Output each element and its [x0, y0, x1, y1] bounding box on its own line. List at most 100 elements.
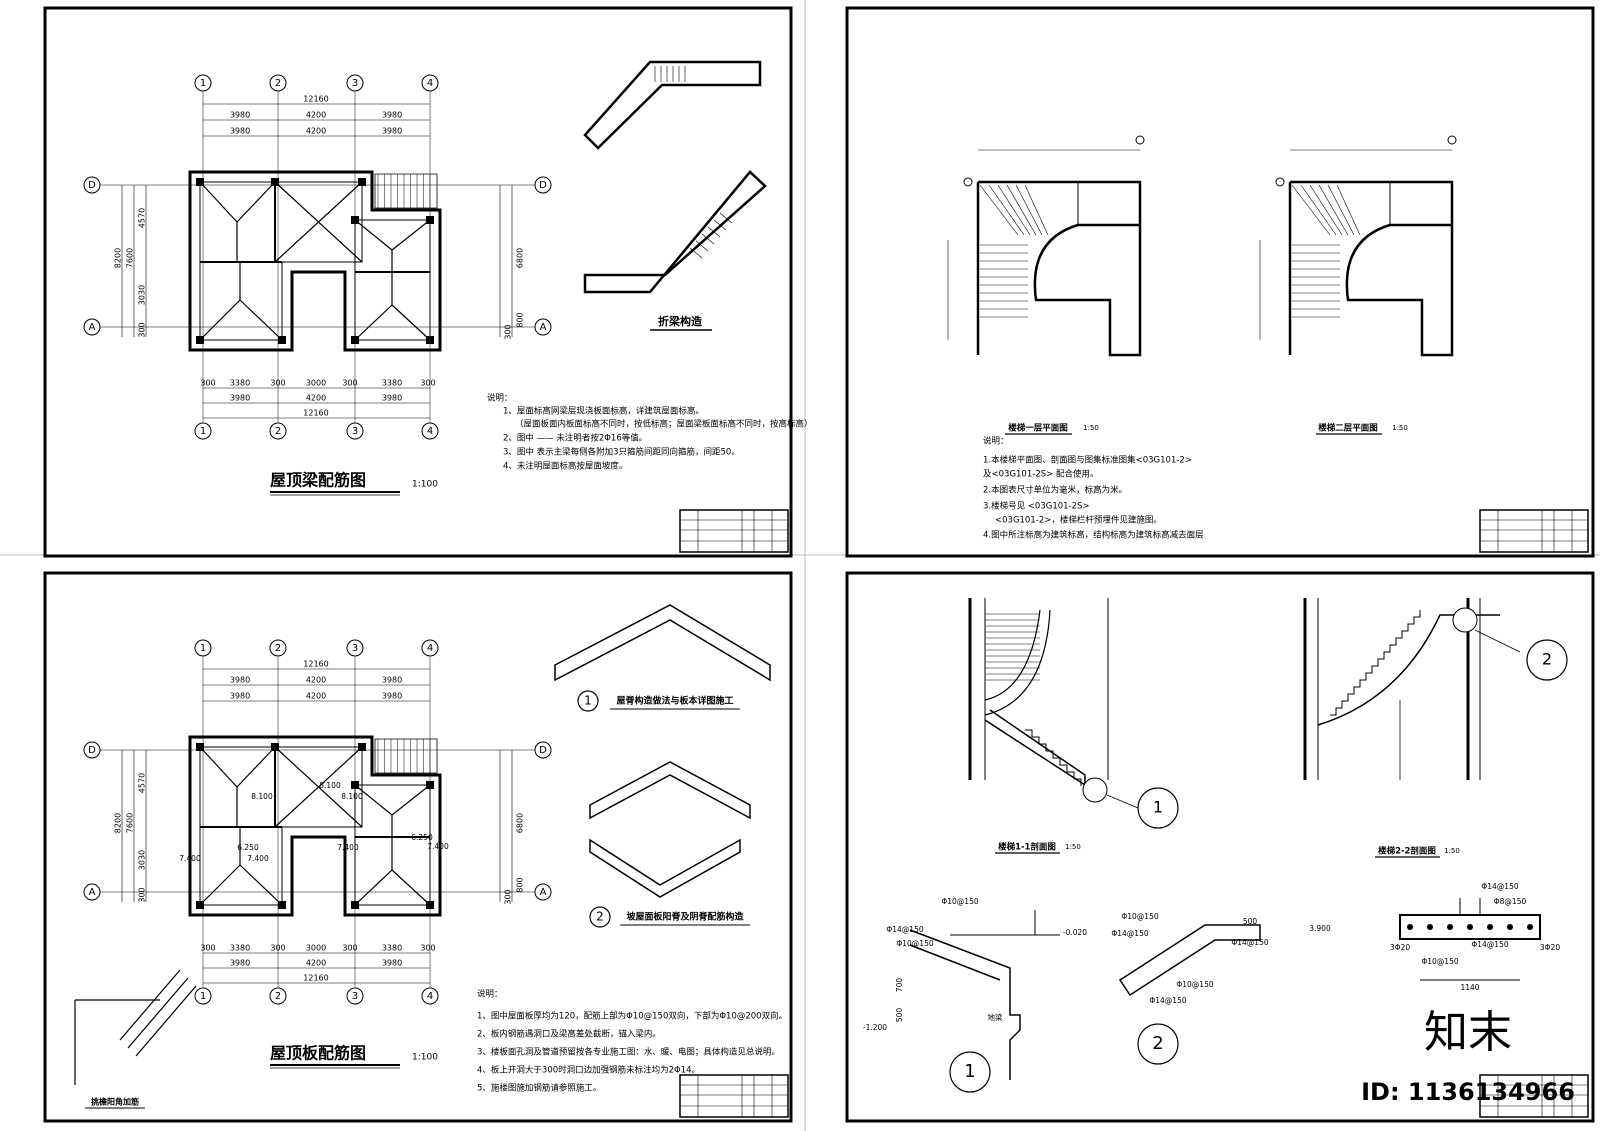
note-line: 及<03G101-2S> 配合使用。	[983, 469, 1098, 480]
axis-label: A	[540, 887, 547, 898]
slab-level: 7.400	[179, 854, 201, 863]
stair-tread	[1309, 184, 1343, 236]
axis-bubble	[83, 741, 101, 759]
stair-tread	[1327, 184, 1355, 236]
stair-tread	[997, 184, 1031, 236]
dimension-text: 7600	[126, 813, 135, 833]
panel-frame	[43, 571, 793, 1123]
detail-callout	[1137, 1023, 1179, 1065]
axis-bubble	[83, 176, 101, 194]
stirrup	[689, 247, 703, 259]
note-line: 1、屋面标高网梁层现浇板面标高，详建筑屋面标高。	[503, 406, 704, 417]
detail-marker	[1082, 777, 1108, 803]
dimension-text: 3000	[306, 379, 326, 388]
ridge-line	[354, 304, 393, 341]
dimension-text: 8200	[114, 248, 123, 268]
dimension-text: 300	[420, 944, 435, 953]
dimension-text: 300	[200, 944, 215, 953]
stair-support	[1317, 700, 1401, 780]
ridge-line	[391, 784, 431, 816]
dimension-text: 6800	[516, 248, 525, 268]
drawing-title: 楼梯2-2剖面图	[1378, 846, 1436, 857]
detail-beam	[583, 170, 767, 294]
ridge-line	[239, 299, 283, 341]
stair-tread	[1006, 184, 1037, 236]
drawing-title: 屋顶板配筋图	[270, 1044, 366, 1063]
note-line: 4.图中所注标高为建筑标高，结构标高为建筑标高减去面层	[983, 530, 1204, 541]
stair-tread	[988, 184, 1025, 236]
slab-level: 7.400	[247, 854, 269, 863]
detail-label: Φ8@150	[1494, 897, 1527, 906]
dimension-text: 300	[138, 322, 147, 337]
panel-frame	[845, 571, 1595, 1123]
detail-label: -1.200	[863, 1023, 887, 1032]
stair-tread	[979, 184, 1019, 236]
detail-label: Φ14@150	[1481, 882, 1518, 891]
dimension-text: 3980	[230, 676, 250, 685]
column	[351, 336, 359, 344]
axis-bubble	[963, 177, 973, 187]
ridge-line	[236, 746, 276, 788]
column	[426, 901, 434, 909]
drawing-scale: 1:50	[1065, 843, 1081, 851]
axis-bubble	[83, 883, 101, 901]
note-line: 说明：	[477, 989, 503, 1000]
stair-plan-wall	[978, 180, 1142, 357]
drawing-title: 楼梯一层平面图	[1008, 423, 1068, 434]
stair-steps	[1330, 610, 1421, 716]
dimension-text: 3380	[230, 379, 250, 388]
dimension-text: 4570	[138, 773, 147, 793]
rebar	[1447, 924, 1453, 930]
axis-label: 3	[352, 78, 358, 89]
stair-slab	[984, 709, 1086, 787]
drawing-scale: 1:50	[1392, 424, 1408, 432]
axis-label: 1	[200, 991, 206, 1002]
stair-steps	[1025, 729, 1082, 786]
dimension-text: 3980	[382, 111, 402, 120]
ridge-line	[391, 219, 431, 251]
axis-label: A	[89, 887, 96, 898]
dimension-text: 3980	[230, 692, 250, 701]
stair-tread	[1336, 184, 1361, 236]
dimension-text: 6800	[516, 813, 525, 833]
slab-level: 8.100	[251, 792, 273, 801]
dimension-text: 12160	[303, 974, 328, 983]
stair-tread	[1015, 184, 1043, 236]
axis-bubble	[534, 883, 552, 901]
detail-number: 1	[964, 1061, 975, 1082]
dimension-text: 4200	[306, 692, 326, 701]
stirrup	[695, 240, 709, 252]
axis-label: 2	[275, 78, 281, 89]
note-line: 说明：	[983, 436, 1009, 447]
ridge-line	[199, 299, 241, 341]
note-line: 2、图中 —— 未注明者按2Φ16等值。	[503, 433, 647, 444]
stirrup	[707, 226, 721, 238]
axis-bubble	[1275, 177, 1285, 187]
beam-section	[1420, 898, 1520, 981]
column	[358, 178, 366, 186]
dimension-text: 300	[504, 324, 513, 339]
note-line: 1、图中屋面板厚均为120，配筋上部为Φ10@150双向，下部为Φ10@200双…	[477, 1011, 787, 1022]
stirrup	[719, 212, 733, 224]
title-block	[679, 1074, 789, 1118]
slab-level: 8.100	[341, 792, 363, 801]
axis-label: 3	[352, 991, 358, 1002]
ridge-line	[354, 219, 393, 251]
dimension-text: 3980	[230, 959, 250, 968]
dimension-text: 4200	[306, 127, 326, 136]
note-line: 1.本楼梯平面图、剖面图与图集标准图集<03G101-2>	[983, 455, 1192, 466]
column	[351, 216, 359, 224]
rebar	[1467, 924, 1473, 930]
note-line: 2、板内钢筋遇洞口及梁高差处截断，锚入梁内。	[477, 1029, 661, 1040]
axis-label: 4	[427, 643, 433, 654]
detail-callout	[577, 690, 599, 712]
column	[271, 178, 279, 186]
dimension-text: 8200	[114, 813, 123, 833]
column	[196, 901, 204, 909]
detail-label: 700	[895, 978, 904, 993]
drawing-title: 楼梯二层平面图	[1318, 423, 1378, 434]
note-line: 4、未注明屋面标高按屋面坡度。	[503, 461, 627, 472]
stirrup	[701, 233, 715, 245]
axis-bubble	[269, 422, 287, 440]
